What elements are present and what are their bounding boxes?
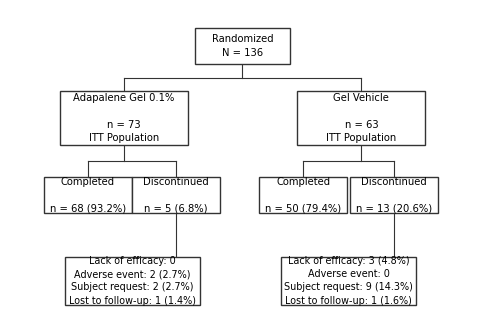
FancyBboxPatch shape xyxy=(44,177,132,213)
Text: Completed

n = 50 (79.4%): Completed n = 50 (79.4%) xyxy=(265,177,341,214)
Text: Gel Vehicle

n = 63
ITT Population: Gel Vehicle n = 63 ITT Population xyxy=(326,93,395,143)
Text: Completed

n = 68 (93.2%): Completed n = 68 (93.2%) xyxy=(50,177,126,214)
FancyBboxPatch shape xyxy=(132,177,219,213)
Text: Randomized
N = 136: Randomized N = 136 xyxy=(211,35,273,58)
Text: Discontinued

n = 5 (6.8%): Discontinued n = 5 (6.8%) xyxy=(143,177,209,214)
FancyBboxPatch shape xyxy=(297,91,424,145)
FancyBboxPatch shape xyxy=(280,257,415,305)
Text: Lack of efficacy: 0
Adverse event: 2 (2.7%)
Subject request: 2 (2.7%)
Lost to fo: Lack of efficacy: 0 Adverse event: 2 (2.… xyxy=(69,256,196,306)
FancyBboxPatch shape xyxy=(60,91,187,145)
FancyBboxPatch shape xyxy=(195,28,289,64)
Text: Lack of efficacy: 3 (4.8%)
Adverse event: 0
Subject request: 9 (14.3%)
Lost to f: Lack of efficacy: 3 (4.8%) Adverse event… xyxy=(284,256,412,306)
Text: Adapalene Gel 0.1%

n = 73
ITT Population: Adapalene Gel 0.1% n = 73 ITT Population xyxy=(73,93,174,143)
FancyBboxPatch shape xyxy=(349,177,437,213)
FancyBboxPatch shape xyxy=(64,257,199,305)
Text: Discontinued

n = 13 (20.6%): Discontinued n = 13 (20.6%) xyxy=(355,177,431,214)
FancyBboxPatch shape xyxy=(259,177,347,213)
